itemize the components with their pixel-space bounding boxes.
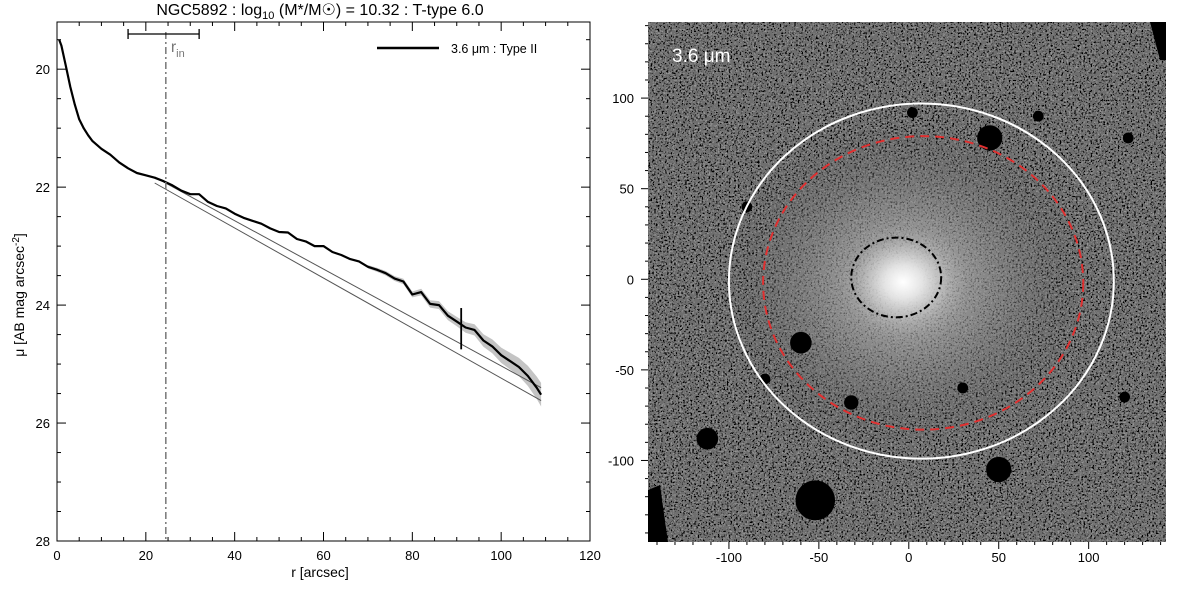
profile-chart: NGC5892 : log10 (M*/M☉) = 10.32 : T-type… [11, 2, 601, 580]
profile-legend: 3.6 μm : Type II [377, 42, 537, 56]
ellipse-inner [850, 236, 943, 319]
image-y-tick-label: 100 [612, 91, 634, 106]
masked-source [844, 395, 859, 410]
ellipse-outer [727, 102, 1115, 460]
masked-source [1119, 391, 1131, 403]
image-y-tick-label: -100 [608, 453, 634, 468]
x-tick-label: 0 [53, 548, 60, 563]
image-x-tick-label: 100 [1078, 550, 1100, 565]
masked-source [790, 331, 812, 354]
image-x-tick-label: -50 [809, 550, 828, 565]
r-in-label-main: r [171, 39, 177, 56]
x-tick-label: 80 [405, 548, 419, 563]
masked-source [1032, 110, 1044, 122]
profile-plot-frame [56, 21, 591, 542]
profile-error-band [367, 265, 542, 407]
x-tick-label: 120 [579, 548, 601, 563]
r-in-label: rin [171, 39, 185, 60]
profile-error-band-group [367, 265, 542, 407]
legend-entry-label: 3.6 μm : Type II [451, 42, 537, 56]
masked-source [986, 456, 1012, 483]
disk-fit-line [154, 176, 542, 389]
masked-source [977, 125, 1003, 151]
masked-sources [696, 107, 1134, 521]
profile-chart-title: NGC5892 : log10 (M*/M☉) = 10.32 : T-type… [156, 2, 483, 22]
image-x-tick-label: -100 [716, 550, 742, 565]
masked-source [1122, 132, 1134, 144]
r-in-label-subscript: in [176, 48, 185, 60]
x-tick-label: 100 [490, 548, 512, 563]
y-label-superscript: -2 [11, 237, 22, 246]
image-y-tick-label: 50 [620, 182, 634, 197]
ellipse-disk [762, 135, 1085, 431]
masked-source [907, 107, 918, 119]
profile-series-group [58, 39, 543, 402]
masked-source [795, 480, 836, 521]
x-tick-label: 60 [316, 548, 330, 563]
y-tick-label: 28 [36, 534, 50, 549]
y-tick-label: 20 [36, 62, 50, 77]
galaxy-bulge [855, 240, 951, 324]
image-y-tick-label: -50 [615, 363, 634, 378]
profile-ticks: 0 20 40 60 80 100 120 20 22 24 26 28 [36, 22, 601, 563]
isophote-ellipses [727, 102, 1115, 460]
image-edge-blank-2 [1150, 22, 1166, 60]
x-tick-label: 40 [227, 548, 241, 563]
x-tick-label: 20 [139, 548, 153, 563]
galaxy-image-panel: 3.6 μm -100 -50 0 50 100 100 50 0 -50 -100 [608, 22, 1166, 565]
profile-x-axis-label: r [arcsec] [291, 564, 349, 580]
profile-y-axis-label: μ [AB mag arcsec-2] [11, 233, 27, 357]
masked-source [957, 382, 969, 394]
image-x-tick-label: 50 [991, 550, 1005, 565]
disk-fit-line [154, 182, 542, 402]
image-edge-blank [648, 485, 668, 542]
band-label: 3.6 μm [672, 46, 730, 67]
y-tick-label: 22 [36, 180, 50, 195]
profile-line-3.6um [58, 39, 543, 396]
image-x-tick-label: 0 [905, 550, 912, 565]
title-part: NGC5892 : log [156, 2, 262, 19]
title-part: (M*/M☉) = 10.32 : T-type 6.0 [274, 2, 483, 19]
y-label-part: ] [11, 233, 27, 237]
profile-annotations: rin [127, 29, 463, 541]
image-axes: -100 -50 0 50 100 100 50 0 -50 -100 [608, 25, 1162, 565]
image-y-tick-label: 0 [627, 272, 634, 287]
y-tick-label: 24 [36, 298, 50, 313]
galaxy-image [648, 22, 1166, 542]
y-label-part: μ [AB mag arcsec [11, 246, 27, 357]
title-subscript: 10 [262, 10, 274, 22]
y-tick-label: 26 [36, 416, 50, 431]
masked-source [696, 427, 719, 450]
